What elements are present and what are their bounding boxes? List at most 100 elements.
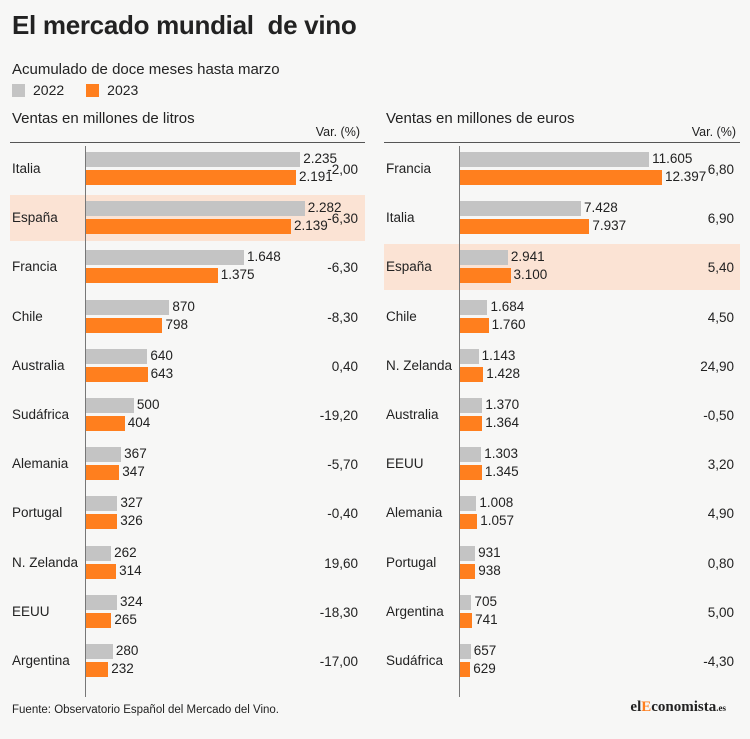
category-axis (459, 146, 460, 698)
bar-2022-sudafrica (460, 644, 471, 659)
value-label-2023-francia: 12.397 (665, 169, 707, 184)
bar-2023-argentina (86, 662, 109, 677)
var-pct-chile: 4,50 (707, 309, 734, 325)
value-label-2022-australia: 640 (150, 347, 173, 363)
country-label-n-zelanda: N. Zelanda (386, 357, 453, 373)
bar-2023-italia (86, 170, 296, 185)
var-pct-espana: -6,30 (327, 211, 358, 227)
value-label-2022-alemania: 1.008 (479, 495, 514, 511)
country-label-argentina: Argentina (386, 603, 444, 619)
value-label-2022-sudafrica: 500 (136, 397, 160, 412)
value-label-2022-alemania: 367 (124, 446, 147, 462)
bar-2023-italia (460, 219, 590, 235)
var-pct-chile: -8,30 (327, 309, 358, 325)
bar-2022-francia (460, 152, 650, 167)
logo-el: el (630, 699, 642, 715)
bar-2022-chile (86, 299, 170, 315)
bar-2023-chile (86, 317, 163, 333)
bar-2022-n-zelanda (460, 348, 479, 364)
chart-title: Ventas en millones de litros (12, 110, 195, 127)
bar-2022-sudafrica (86, 398, 134, 413)
country-label-portugal: Portugal (12, 505, 63, 521)
bar-2023-australia (460, 416, 483, 431)
category-axis (85, 146, 86, 698)
bar-2023-eeuu (86, 612, 112, 628)
value-label-2023-chile: 1.760 (491, 316, 526, 332)
value-label-2022-australia: 1.370 (485, 397, 520, 412)
value-label-2023-n-zelanda: 314 (119, 562, 142, 578)
value-label-2022-chile: 870 (172, 298, 195, 314)
country-label-espana: España (12, 210, 58, 226)
value-label-2023-n-zelanda: 1.428 (486, 365, 521, 381)
bar-2022-francia (86, 250, 244, 266)
bar-2022-portugal (86, 496, 118, 512)
value-label-2022-sudafrica: 657 (473, 643, 497, 658)
bar-2022-n-zelanda (86, 545, 112, 561)
value-label-2023-eeuu: 265 (114, 611, 137, 627)
var-pct-alemania: -5,70 (327, 457, 358, 473)
value-label-2023-espana: 2.139 (294, 218, 328, 234)
value-label-2022-italia: 2.235 (303, 151, 337, 166)
value-label-2023-espana: 3.100 (513, 267, 548, 283)
value-label-2023-portugal: 938 (478, 562, 501, 578)
value-label-2023-portugal: 326 (120, 513, 143, 529)
var-pct-portugal: 0,80 (707, 555, 734, 571)
logo-rest: conomista (651, 699, 717, 715)
bar-2023-sudafrica (86, 416, 125, 431)
bar-2023-espana (86, 219, 292, 235)
country-label-australia: Australia (12, 357, 65, 373)
bar-2023-portugal (86, 514, 118, 530)
country-label-italia: Italia (386, 210, 415, 226)
value-label-2023-australia: 643 (150, 365, 174, 381)
bar-2022-argentina (86, 644, 113, 659)
var-pct-italia: -2,00 (327, 162, 358, 177)
bar-2022-eeuu (460, 447, 482, 463)
country-label-sudafrica: Sudáfrica (386, 653, 444, 668)
var-pct-sudafrica: -19,20 (319, 408, 358, 423)
bar-2022-espana (86, 201, 305, 217)
country-label-italia: Italia (12, 161, 41, 176)
bar-2022-australia (460, 398, 483, 413)
bar-2023-francia (86, 268, 218, 284)
bar-2023-eeuu (460, 465, 482, 481)
value-label-2022-portugal: 931 (478, 544, 501, 560)
bar-2022-espana (460, 250, 508, 266)
country-label-francia: Francia (12, 259, 58, 275)
value-label-2023-italia: 2.191 (299, 169, 333, 184)
country-label-alemania: Alemania (12, 456, 69, 472)
subtitle: Acumulado de doce meses hasta marzo (12, 61, 280, 78)
page-title: El mercado mundial de vino (12, 10, 357, 40)
bar-2023-espana (460, 268, 511, 284)
value-label-2022-n-zelanda: 1.143 (481, 347, 516, 363)
value-label-2023-alemania: 1.057 (480, 513, 515, 529)
bar-2022-alemania (86, 447, 122, 463)
country-label-chile: Chile (12, 308, 43, 324)
logo-e: E (641, 699, 652, 715)
var-pct-eeuu: -18,30 (319, 604, 358, 620)
var-pct-alemania: 4,90 (707, 506, 734, 522)
logo-tld: .es (716, 703, 726, 713)
bar-2023-argentina (460, 612, 473, 628)
value-label-2022-espana: 2.941 (510, 249, 545, 265)
value-label-2022-eeuu: 324 (120, 593, 143, 609)
chart-euros: Ventas en millones de euros Var. (%) Franc… (384, 0, 740, 700)
var-header: Var. (%) (691, 125, 736, 139)
value-label-2022-francia: 11.605 (652, 151, 693, 166)
country-label-chile: Chile (386, 308, 417, 324)
var-pct-francia: 6,80 (707, 162, 734, 177)
bar-2023-portugal (460, 563, 476, 579)
var-pct-argentina: 5,00 (707, 604, 734, 620)
bar-2023-alemania (86, 465, 120, 481)
var-pct-francia: -6,30 (327, 260, 358, 276)
bar-2023-francia (460, 170, 662, 185)
var-pct-portugal: -0,40 (327, 506, 358, 522)
value-label-2022-chile: 1.684 (490, 298, 525, 314)
country-label-sudafrica: Sudáfrica (12, 407, 70, 422)
value-label-2022-n-zelanda: 262 (114, 544, 137, 560)
legend-swatch-2023 (86, 83, 100, 97)
value-label-2023-australia: 1.364 (485, 415, 520, 430)
bar-2023-n-zelanda (86, 563, 117, 579)
legend-item-2023: 2023 (86, 82, 138, 98)
value-label-2023-alemania: 347 (122, 464, 145, 480)
value-label-2023-eeuu: 1.345 (484, 464, 519, 480)
